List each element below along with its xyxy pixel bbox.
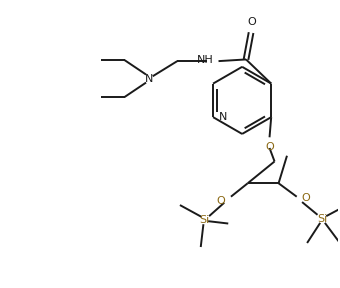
Text: NH: NH [197,56,213,65]
Text: N: N [144,73,153,84]
Text: Si: Si [199,215,209,225]
Text: O: O [265,142,274,152]
Text: O: O [301,193,310,203]
Text: O: O [217,196,225,206]
Text: Si: Si [317,214,327,224]
Text: N: N [219,112,227,122]
Text: O: O [248,16,256,26]
